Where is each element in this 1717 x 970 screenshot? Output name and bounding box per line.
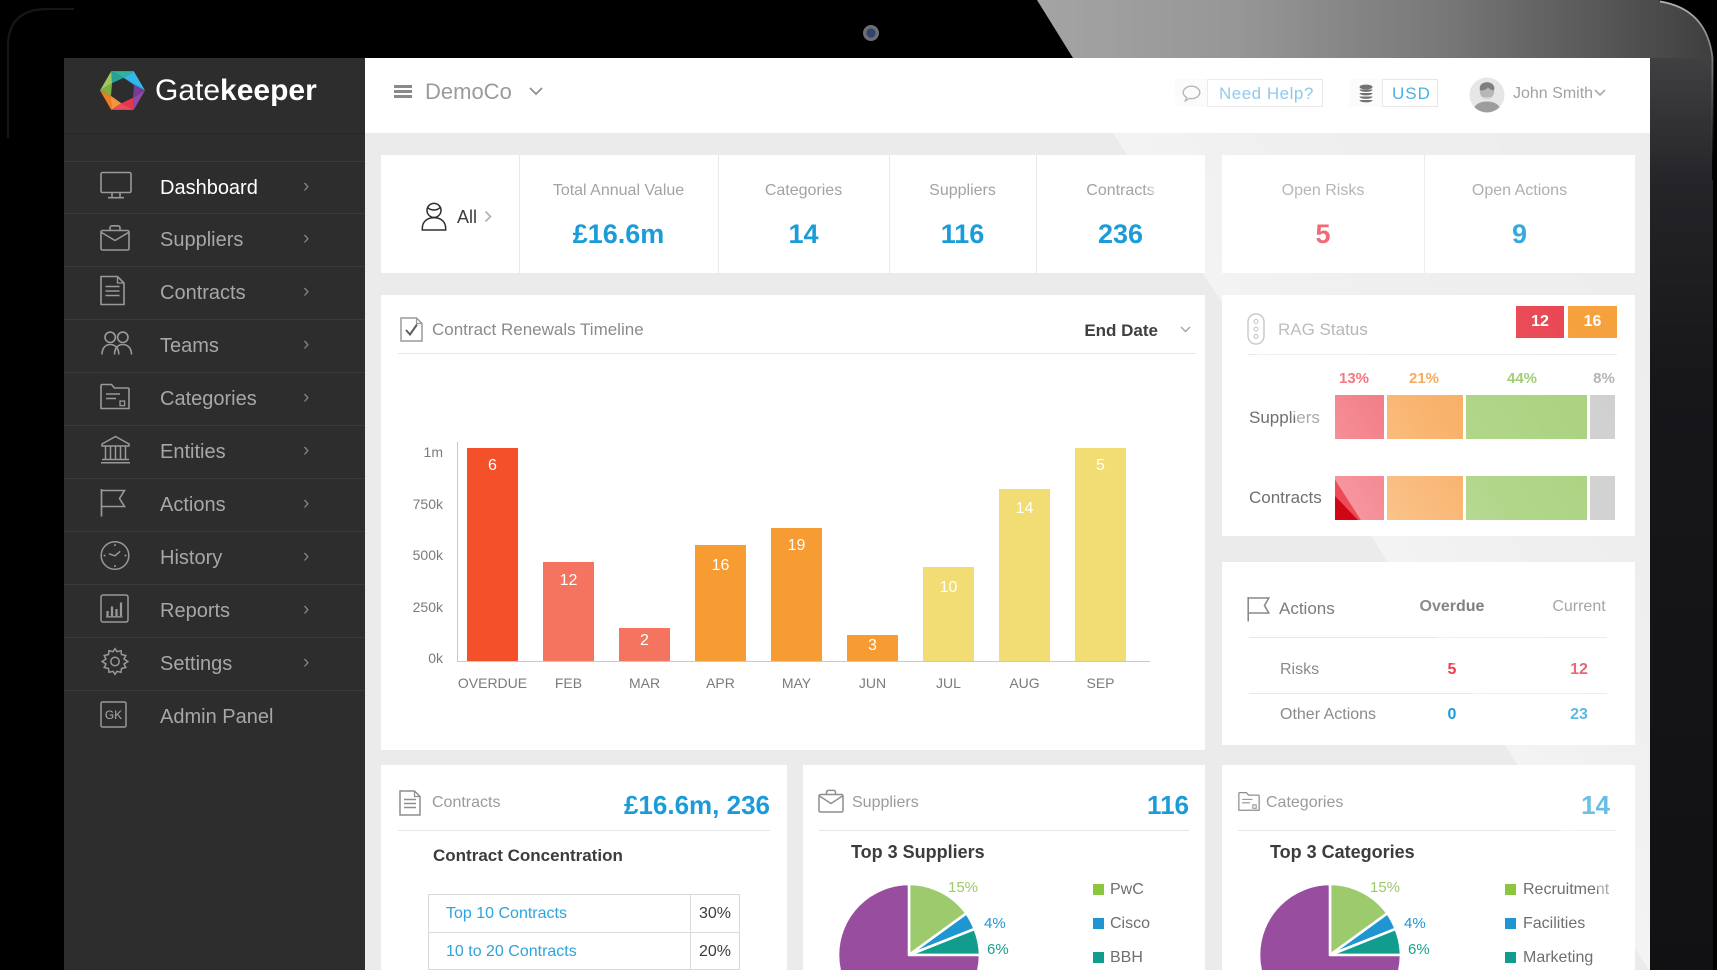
svg-text:GK: GK [105, 708, 122, 722]
